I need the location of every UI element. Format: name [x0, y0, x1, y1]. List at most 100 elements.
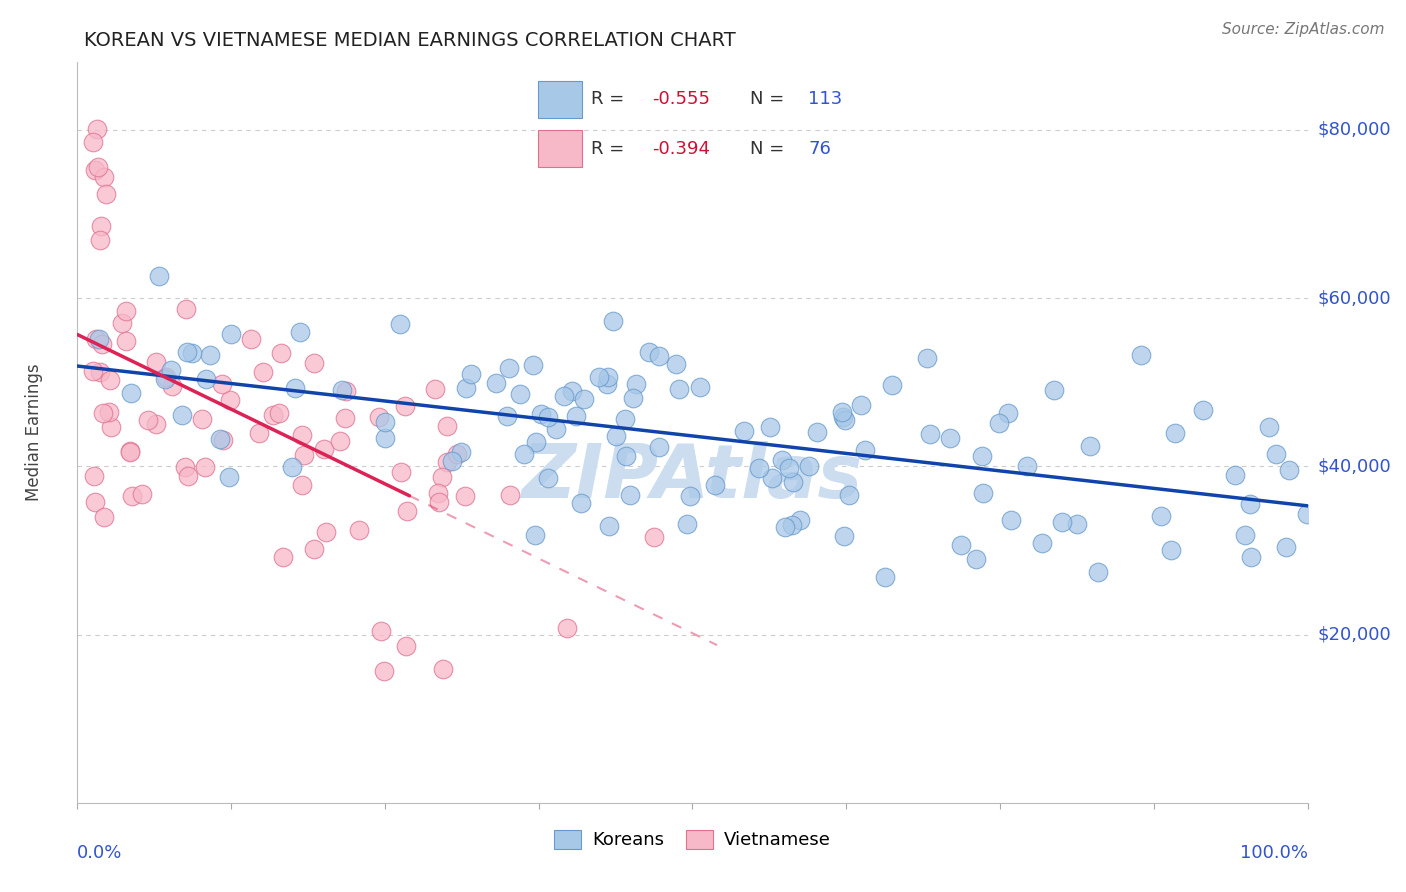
- Point: [450, 444, 472, 458]
- Point: [1000, 513, 1022, 527]
- Point: [789, 513, 811, 527]
- Point: [648, 349, 671, 363]
- Point: [988, 416, 1011, 430]
- Point: [349, 523, 371, 537]
- Point: [111, 316, 134, 330]
- Point: [176, 345, 198, 359]
- Point: [83, 469, 105, 483]
- Point: [219, 393, 242, 408]
- Point: [675, 517, 697, 532]
- Point: [838, 488, 860, 502]
- Point: [440, 453, 463, 467]
- Point: [596, 376, 619, 391]
- Point: [454, 381, 477, 395]
- Point: [195, 372, 218, 386]
- Point: [136, 413, 159, 427]
- Point: [1225, 468, 1247, 483]
- Point: [329, 434, 352, 449]
- Point: [780, 518, 803, 533]
- Point: [121, 489, 143, 503]
- Point: [1258, 420, 1281, 434]
- Point: [665, 357, 688, 371]
- Point: [602, 314, 624, 328]
- Point: [797, 459, 820, 474]
- Point: [965, 552, 987, 566]
- Point: [703, 477, 725, 491]
- Point: [679, 489, 702, 503]
- Point: [544, 422, 567, 436]
- Point: [1275, 540, 1298, 554]
- Text: KOREAN VS VIETNAMESE MEDIAN EARNINGS CORRELATION CHART: KOREAN VS VIETNAMESE MEDIAN EARNINGS COR…: [84, 31, 737, 50]
- Point: [83, 163, 105, 178]
- Point: [374, 415, 396, 429]
- Point: [1234, 527, 1257, 541]
- Point: [131, 486, 153, 500]
- Point: [395, 504, 418, 518]
- Point: [174, 460, 197, 475]
- Point: [292, 448, 315, 462]
- Point: [596, 370, 619, 384]
- Point: [598, 519, 620, 533]
- Point: [446, 447, 468, 461]
- Point: [423, 383, 446, 397]
- Point: [1087, 565, 1109, 579]
- Point: [647, 440, 669, 454]
- Legend: Koreans, Vietnamese: Koreans, Vietnamese: [547, 822, 838, 856]
- Point: [100, 420, 122, 434]
- Point: [208, 432, 231, 446]
- Point: [436, 454, 458, 468]
- Point: [153, 372, 176, 386]
- Point: [509, 387, 531, 401]
- Point: [782, 475, 804, 489]
- Point: [522, 358, 544, 372]
- Point: [145, 355, 167, 369]
- Point: [882, 378, 904, 392]
- Point: [761, 471, 783, 485]
- Point: [281, 459, 304, 474]
- Point: [427, 495, 450, 509]
- Point: [643, 530, 665, 544]
- Point: [312, 442, 335, 457]
- Text: $40,000: $40,000: [1317, 458, 1391, 475]
- Point: [918, 427, 941, 442]
- Point: [269, 406, 291, 420]
- Point: [553, 389, 575, 403]
- Point: [84, 495, 107, 509]
- Point: [291, 478, 314, 492]
- Point: [315, 525, 337, 540]
- Point: [460, 367, 482, 381]
- Point: [194, 460, 217, 475]
- Point: [1031, 535, 1053, 549]
- Point: [374, 431, 396, 445]
- Point: [219, 326, 242, 341]
- Point: [93, 510, 115, 524]
- Point: [588, 370, 610, 384]
- Point: [970, 449, 993, 463]
- Point: [537, 471, 560, 485]
- Point: [89, 332, 111, 346]
- Point: [1278, 463, 1301, 477]
- Text: Source: ZipAtlas.com: Source: ZipAtlas.com: [1222, 22, 1385, 37]
- Point: [115, 303, 138, 318]
- Point: [240, 332, 263, 346]
- Point: [495, 409, 517, 423]
- Point: [394, 399, 416, 413]
- Point: [162, 379, 184, 393]
- Point: [335, 384, 357, 398]
- Text: 100.0%: 100.0%: [1240, 844, 1308, 862]
- Point: [181, 346, 204, 360]
- Point: [82, 364, 104, 378]
- Point: [758, 420, 780, 434]
- Point: [972, 486, 994, 500]
- Point: [218, 470, 240, 484]
- Point: [498, 360, 520, 375]
- Point: [247, 426, 270, 441]
- Point: [1191, 403, 1213, 417]
- Point: [170, 409, 193, 423]
- Point: [198, 348, 221, 362]
- Point: [572, 392, 595, 406]
- Point: [333, 411, 356, 425]
- Point: [432, 662, 454, 676]
- Point: [191, 412, 214, 426]
- Point: [849, 398, 872, 412]
